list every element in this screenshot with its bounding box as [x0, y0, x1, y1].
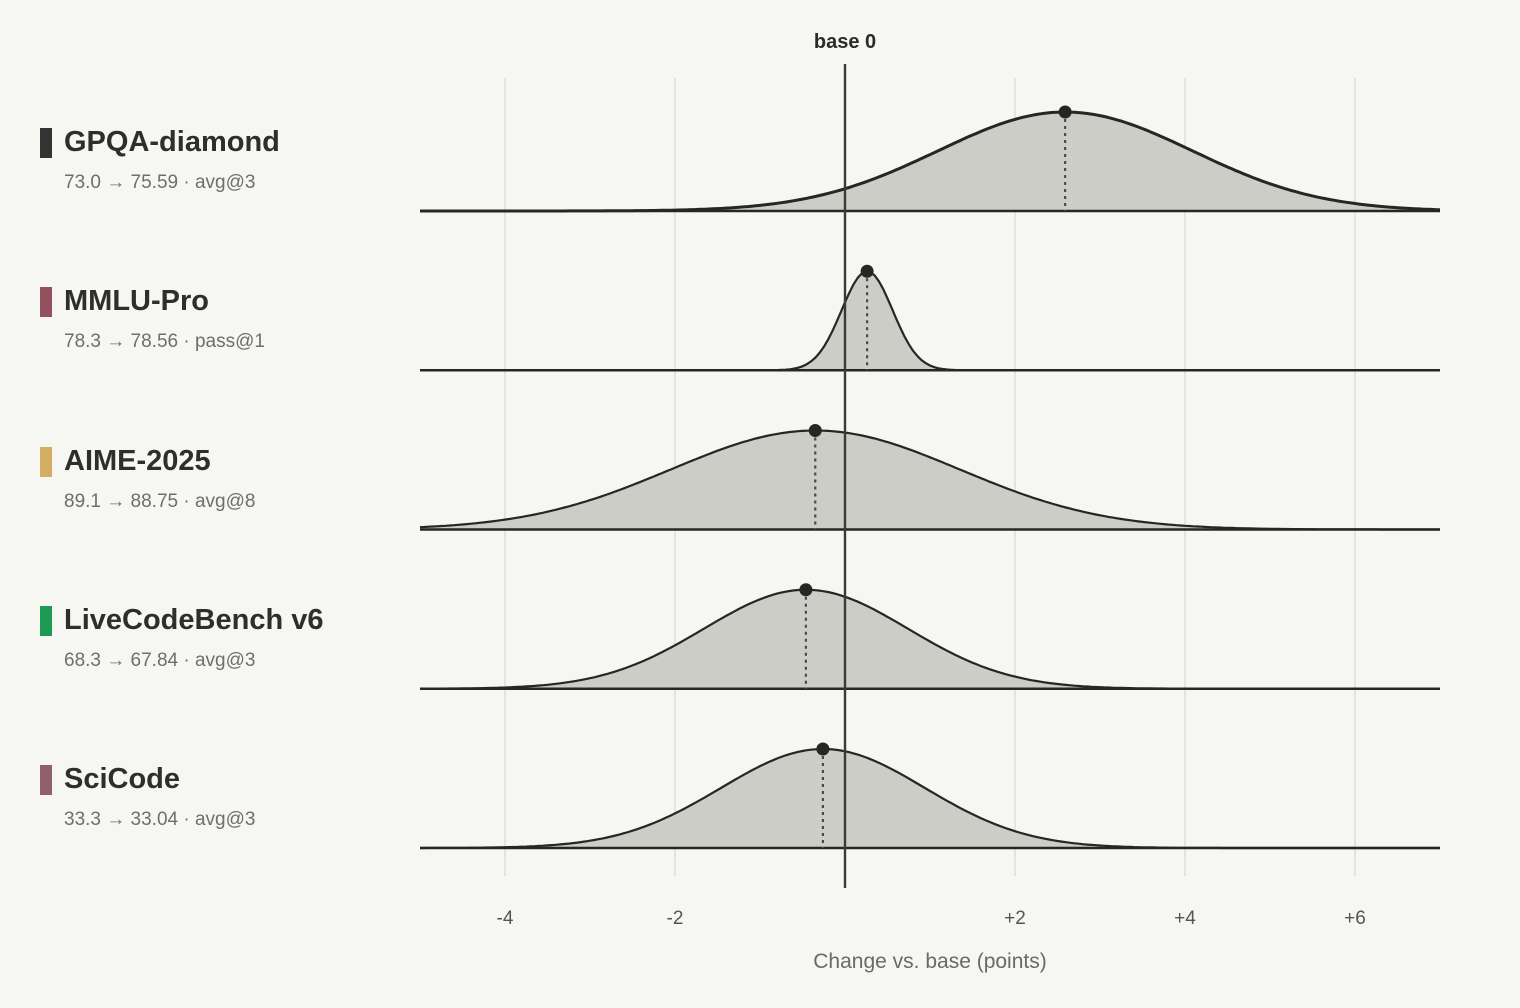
ridge-2 — [419, 424, 1440, 531]
legend-swatch — [40, 605, 52, 636]
mean-marker-dot-3 — [799, 583, 813, 597]
legend-swatch — [40, 446, 52, 477]
ridge-1 — [420, 264, 1440, 372]
ridge-0 — [420, 105, 1441, 213]
ridge-3 — [420, 583, 1440, 690]
ridge-area-1 — [420, 271, 1440, 371]
ridges — [419, 105, 1441, 850]
benchmark-detail: 89.1 → 88.75 · avg@8 — [64, 490, 256, 512]
base-label: base 0 — [814, 31, 876, 53]
legend-swatch — [40, 287, 52, 318]
base-reference: base 0 — [814, 31, 876, 888]
x-tick-label: -4 — [497, 908, 514, 929]
x-tick-label: -2 — [667, 908, 684, 929]
legend-swatch — [40, 765, 52, 795]
benchmark-name: MMLU-Pro — [64, 285, 209, 318]
ridge-curve-1 — [420, 270, 1440, 372]
mean-marker-dot-1 — [860, 264, 874, 278]
x-tick-label: +2 — [1004, 908, 1026, 929]
benchmark-detail: 68.3 → 67.84 · avg@3 — [64, 649, 256, 671]
benchmark-detail: 78.3 → 78.56 · pass@1 — [64, 331, 265, 353]
x-tick-label: +4 — [1174, 908, 1196, 929]
benchmark-name: SciCode — [64, 763, 181, 795]
mean-marker-dot-2 — [808, 424, 822, 437]
mean-marker-dot-0 — [1058, 105, 1072, 119]
ridge-area-4 — [420, 749, 1440, 848]
benchmark-name: LiveCodeBench v6 — [64, 603, 324, 636]
ridge-area-0 — [420, 112, 1440, 211]
ridge-area-3 — [420, 589, 1440, 689]
benchmark-detail: 73.0 → 75.59 · avg@3 — [64, 172, 256, 193]
benchmark-detail: 33.3 → 33.04 · avg@3 — [64, 809, 256, 830]
x-axis-ticks: -4 -2 +2 +4 +6 — [497, 908, 1366, 929]
legend-swatch — [40, 128, 52, 158]
benchmark-name: AIME-2025 — [64, 444, 211, 477]
mean-marker-dot-4 — [816, 742, 830, 756]
x-axis-title: Change vs. base (points) — [813, 950, 1046, 973]
ridge-4 — [420, 742, 1440, 850]
ridge-area-2 — [420, 430, 1440, 530]
benchmark-name: GPQA-diamond — [64, 126, 280, 158]
x-tick-label: +6 — [1344, 908, 1366, 929]
